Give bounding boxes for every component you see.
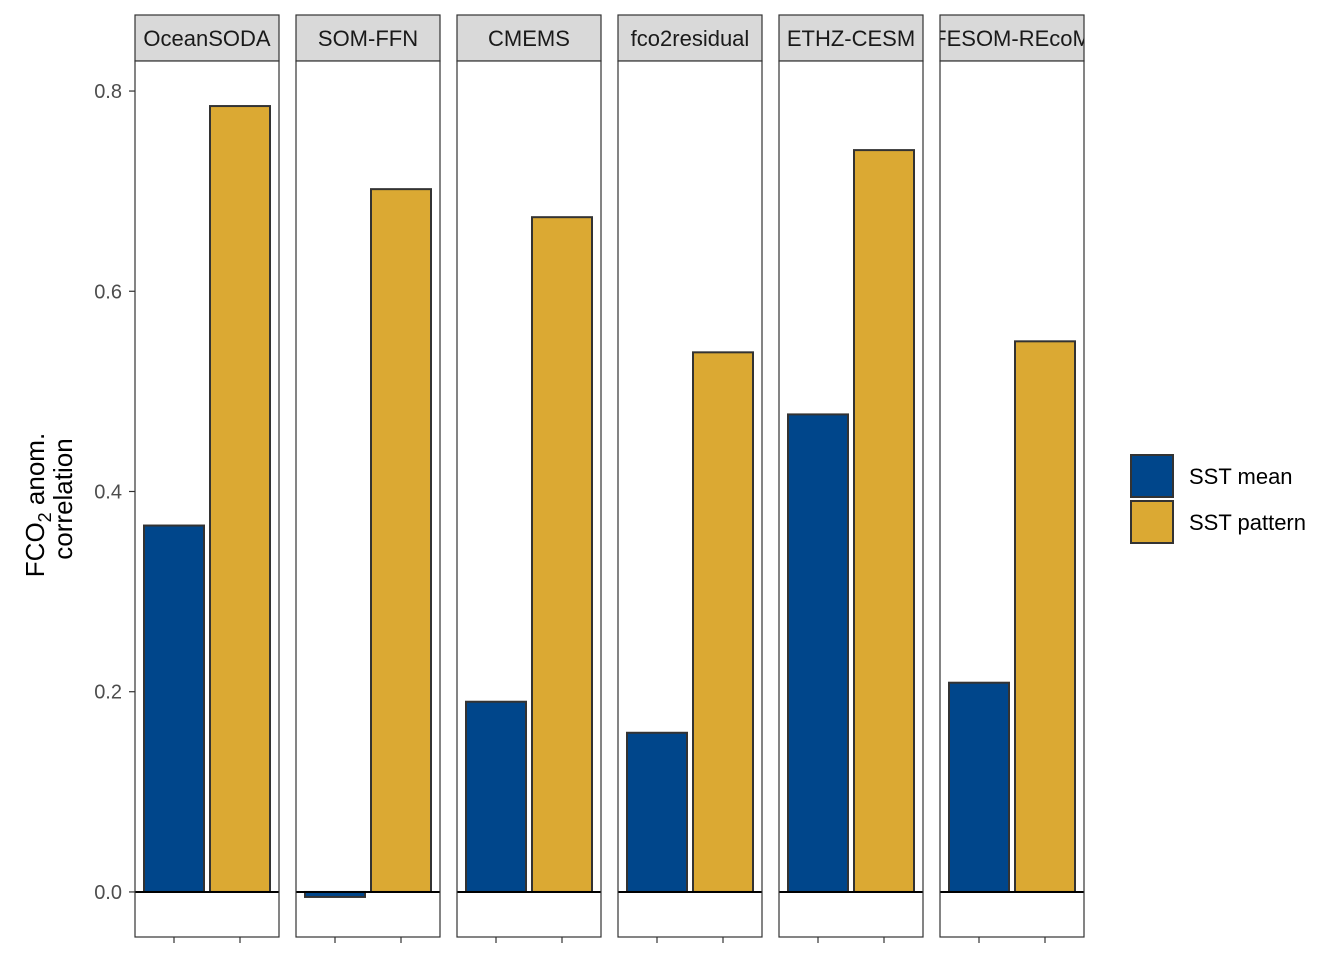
bar-sst-pattern bbox=[209, 105, 271, 893]
facet-strip-label: SOM-FFN bbox=[318, 26, 418, 51]
y-tick-label: 0.6 bbox=[94, 281, 122, 303]
facet-strip bbox=[939, 14, 1085, 62]
bar-sst-mean bbox=[787, 413, 849, 893]
svg-text:FCO2 anom.: FCO2 anom. bbox=[20, 433, 55, 577]
facet-panel-border bbox=[617, 60, 763, 938]
y-axis-title: FCO2 anom. correlation bbox=[20, 433, 78, 577]
facet-panels: OceanSODA SOM-FFN CMEMS fco2residual ETHZ-CE… bbox=[134, 14, 1091, 943]
bar-sst-mean bbox=[143, 524, 205, 893]
facet-strip bbox=[778, 14, 924, 62]
facet-panel: OceanSODA bbox=[134, 14, 280, 943]
legend: SST mean SST pattern bbox=[1130, 454, 1306, 544]
y-axis-title-subscript: 2 bbox=[35, 512, 55, 522]
facet-strip-label: ETHZ-CESM bbox=[787, 26, 915, 51]
facet-strip bbox=[295, 14, 441, 62]
legend-label: SST pattern bbox=[1189, 510, 1306, 535]
bar-sst-pattern bbox=[692, 351, 754, 893]
y-tick-label: 0.2 bbox=[94, 682, 122, 704]
facet-panel-border bbox=[295, 60, 441, 938]
y-tick-label: 0.4 bbox=[94, 481, 122, 503]
y-tick-label: 0.0 bbox=[94, 882, 122, 904]
bar-sst-pattern bbox=[1014, 340, 1076, 893]
facet-strip bbox=[456, 14, 602, 62]
bar-sst-pattern bbox=[370, 188, 432, 893]
facet-panel: ETHZ-CESM bbox=[778, 14, 924, 943]
facet-panel: fco2residual bbox=[617, 14, 763, 943]
y-axis-title-line2: correlation bbox=[48, 438, 78, 559]
facet-strip bbox=[134, 14, 280, 62]
facet-strip-label: FESOM-REcoM bbox=[933, 26, 1091, 51]
facet-strip-label: fco2residual bbox=[631, 26, 750, 51]
y-axis: 0.0 0.2 0.4 0.6 0.8 bbox=[94, 81, 135, 904]
legend-key bbox=[1130, 454, 1174, 498]
facet-panel-border bbox=[456, 60, 602, 938]
facet-panel-border bbox=[778, 60, 924, 938]
legend-key bbox=[1130, 500, 1174, 544]
bar-sst-mean bbox=[948, 681, 1010, 893]
legend-label: SST mean bbox=[1189, 464, 1293, 489]
y-tick-label: 0.8 bbox=[94, 81, 122, 103]
y-axis-title-rest: anom. bbox=[20, 433, 50, 513]
facet-panel: CMEMS bbox=[456, 14, 602, 943]
facet-panel-border bbox=[134, 60, 280, 938]
bar-sst-mean bbox=[626, 731, 688, 893]
bar-sst-pattern bbox=[531, 216, 593, 893]
bar-sst-pattern bbox=[853, 149, 915, 893]
y-axis-title-main: FCO bbox=[20, 522, 50, 577]
bar-sst-mean bbox=[465, 700, 527, 893]
facet-panel-border bbox=[939, 60, 1085, 938]
facet-strip-label: CMEMS bbox=[488, 26, 570, 51]
facet-panel: FESOM-REcoM bbox=[933, 14, 1091, 943]
facet-panel: SOM-FFN bbox=[295, 14, 441, 943]
facet-strip-label: OceanSODA bbox=[143, 26, 270, 51]
